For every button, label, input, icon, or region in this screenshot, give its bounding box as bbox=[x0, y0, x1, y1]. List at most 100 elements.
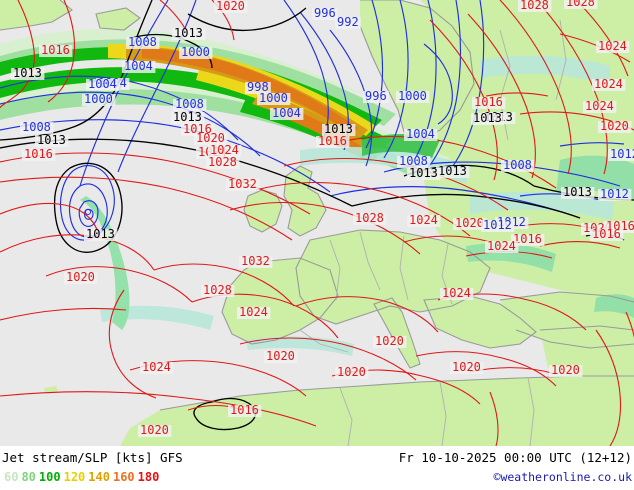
land-iberia-france bbox=[222, 258, 338, 344]
isobar-label: 1024 bbox=[407, 213, 441, 227]
isobar-label: 1013 bbox=[171, 110, 205, 124]
isobar-label: 1020 bbox=[335, 365, 369, 379]
isobar-label: 1016 bbox=[22, 147, 56, 161]
footer-bar: Jet stream/SLP [kts] GFS Fr 10-10-2025 0… bbox=[0, 446, 634, 490]
isobar-label: 1024 bbox=[592, 77, 626, 91]
isobar-label: 1024 bbox=[140, 360, 174, 374]
isobar-label: 1000 bbox=[179, 45, 213, 59]
isobar-label: 1020 bbox=[453, 216, 487, 230]
isobar-label: 1020 bbox=[264, 349, 298, 363]
isobar-label: 1008 bbox=[126, 35, 160, 49]
isobar-label: 1004 bbox=[122, 59, 156, 73]
isobar-label: 1013 bbox=[436, 164, 470, 178]
svg-text:1024: 1024 bbox=[585, 99, 614, 113]
svg-text:1024: 1024 bbox=[442, 286, 471, 300]
chart-title: Jet stream/SLP [kts] GFS bbox=[2, 450, 183, 465]
copyright-link[interactable]: ©weatheronline.co.uk bbox=[493, 470, 632, 484]
isobar-label: 1028 bbox=[353, 211, 387, 225]
svg-text:1016: 1016 bbox=[513, 232, 542, 246]
border-layer bbox=[299, 19, 567, 446]
svg-text:1024: 1024 bbox=[594, 77, 623, 91]
isobar-label: 1020 bbox=[64, 270, 98, 284]
svg-text:1012: 1012 bbox=[610, 147, 634, 161]
svg-text:1013: 1013 bbox=[86, 227, 115, 241]
isobar-label: 1024 bbox=[237, 305, 271, 319]
svg-text:996: 996 bbox=[365, 89, 387, 103]
svg-text:1016: 1016 bbox=[24, 147, 53, 161]
svg-text:1028: 1028 bbox=[208, 155, 237, 169]
svg-text:1024: 1024 bbox=[142, 360, 171, 374]
isobar-label: 1013 bbox=[322, 122, 356, 136]
svg-text:1008: 1008 bbox=[399, 154, 428, 168]
svg-text:1016: 1016 bbox=[318, 134, 347, 148]
svg-text:1028: 1028 bbox=[203, 283, 232, 297]
jet-band-60 bbox=[0, 28, 370, 96]
legend-value-180: 180 bbox=[137, 470, 160, 484]
legend-value-60: 60 bbox=[4, 470, 19, 484]
svg-text:1020: 1020 bbox=[66, 270, 95, 284]
svg-text:1020: 1020 bbox=[375, 334, 404, 348]
isobar-label: 1024 bbox=[440, 286, 474, 300]
isobar-label: 1028 bbox=[206, 155, 240, 169]
isobar-label: 1008 bbox=[173, 97, 207, 111]
isobar-label: 1008 bbox=[20, 120, 54, 134]
isobar-label: 996 bbox=[363, 89, 389, 103]
svg-text:1013: 1013 bbox=[324, 122, 353, 136]
isobar-label: 1020 bbox=[138, 423, 172, 437]
svg-text:1008: 1008 bbox=[22, 120, 51, 134]
svg-text:1020: 1020 bbox=[266, 349, 295, 363]
isobar-label: 1008 bbox=[501, 158, 535, 172]
isobar-label: 1000 bbox=[257, 91, 291, 105]
chart-datetime: Fr 10-10-2025 00:00 UTC (12+12) bbox=[398, 450, 632, 465]
svg-text:1024: 1024 bbox=[239, 305, 268, 319]
svg-text:1013: 1013 bbox=[13, 66, 42, 80]
isobar-label: 1016 bbox=[472, 95, 506, 109]
svg-text:1016: 1016 bbox=[230, 403, 259, 417]
svg-text:1032: 1032 bbox=[228, 177, 257, 191]
svg-text:1016: 1016 bbox=[592, 227, 621, 241]
isobar-label: 1012 bbox=[481, 218, 515, 232]
isobar-label: 1020 bbox=[598, 119, 632, 133]
legend-value-100: 100 bbox=[38, 470, 61, 484]
svg-text:1013: 1013 bbox=[473, 111, 502, 125]
isobar-label: 1013 bbox=[172, 26, 206, 40]
svg-text:1013: 1013 bbox=[173, 110, 202, 124]
svg-text:1016: 1016 bbox=[41, 43, 70, 57]
isobar-label: 1020 bbox=[373, 334, 407, 348]
isobar-label: 1008 bbox=[397, 154, 431, 168]
legend-value-140: 140 bbox=[88, 470, 110, 484]
isobar-label: 1016 bbox=[316, 134, 350, 148]
svg-text:1012: 1012 bbox=[483, 218, 512, 232]
svg-text:1020: 1020 bbox=[216, 0, 245, 13]
legend-value-160: 160 bbox=[112, 470, 135, 484]
svg-text:992: 992 bbox=[337, 15, 359, 29]
svg-text:1008: 1008 bbox=[128, 35, 157, 49]
isobar-label: 1000 bbox=[396, 89, 430, 103]
svg-text:1028: 1028 bbox=[566, 0, 595, 9]
isobar-label: 1004 bbox=[86, 77, 120, 91]
isobar-label: 1016 bbox=[228, 403, 262, 417]
isobar-label: 1028 bbox=[564, 0, 598, 9]
isobar-label: 1024 bbox=[208, 143, 242, 157]
isobar-label-layer: 1016101310041000100810131016100810131004… bbox=[11, 0, 634, 437]
svg-text:1004: 1004 bbox=[88, 77, 117, 91]
weather-map[interactable]: 1016101310041000100810131016100810131004… bbox=[0, 0, 634, 446]
land-greenland bbox=[0, 0, 72, 30]
isobar-label: 1020 bbox=[214, 0, 248, 13]
svg-text:1008: 1008 bbox=[175, 97, 204, 111]
svg-text:1024: 1024 bbox=[409, 213, 438, 227]
isobar-label: 1028 bbox=[201, 283, 235, 297]
isobar-label: 1020 bbox=[549, 363, 583, 377]
land-ireland bbox=[244, 190, 282, 232]
svg-text:1004: 1004 bbox=[406, 127, 435, 141]
svg-text:998: 998 bbox=[247, 80, 269, 94]
svg-text:1000: 1000 bbox=[84, 92, 113, 106]
isobar-label: 1012 bbox=[598, 187, 632, 201]
isobar-label: 1004 bbox=[270, 106, 304, 120]
speed-legend-scale: 60 80 100 120 140 160 180 bbox=[4, 470, 162, 484]
isobar-label: 1013 bbox=[84, 227, 118, 241]
low-center-marker bbox=[85, 209, 91, 215]
isobar-label: 1004 bbox=[404, 127, 438, 141]
svg-text:996: 996 bbox=[314, 6, 336, 20]
land-north-africa bbox=[120, 376, 634, 446]
